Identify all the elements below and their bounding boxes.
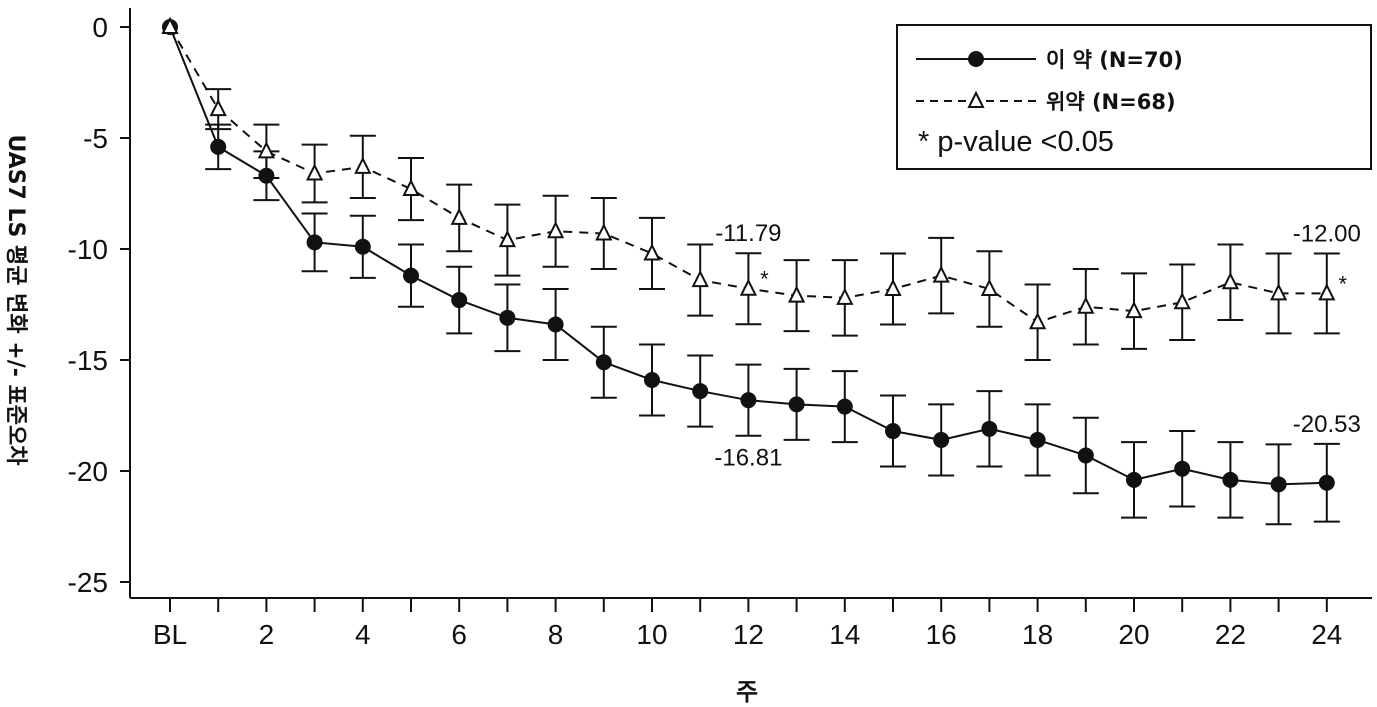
- data-point: [1028, 312, 1047, 330]
- data-point: [932, 265, 950, 283]
- data-point: [402, 178, 420, 197]
- data-point: [1174, 460, 1191, 477]
- data-label: -20.53: [1293, 411, 1361, 438]
- data-point: [836, 398, 853, 415]
- legend-label-drug: 이 약 (N=70): [1046, 48, 1183, 72]
- y-tick-label: -25: [68, 567, 108, 598]
- legend-marker-placebo: [916, 90, 1036, 108]
- significance-marker: *: [1339, 271, 1348, 296]
- data-point: [1173, 292, 1191, 310]
- legend-label-placebo: 위약 (N=68): [1046, 90, 1176, 114]
- data-point: [595, 354, 612, 371]
- x-tick-label: 14: [829, 619, 860, 650]
- data-point: [933, 431, 950, 448]
- data-point: [1222, 471, 1239, 488]
- data-point: [305, 163, 324, 181]
- data-point: [210, 138, 227, 155]
- data-point: [885, 423, 901, 440]
- data-point: [403, 267, 419, 284]
- y-tick-label: -15: [68, 345, 108, 376]
- x-tick-label: 10: [636, 619, 667, 650]
- data-point: [1125, 300, 1143, 319]
- x-tick-label: 2: [259, 619, 275, 650]
- data-point: [161, 16, 179, 34]
- data-point: [980, 278, 999, 296]
- significance-marker: *: [760, 267, 769, 292]
- y-tick-label: -20: [68, 456, 108, 487]
- data-point: [1269, 283, 1288, 301]
- data-point: [692, 383, 709, 400]
- data-point: [1270, 476, 1287, 493]
- data-point: [1318, 283, 1336, 301]
- data-point: [739, 278, 758, 296]
- legend-note: * p-value <0.05: [918, 126, 1114, 158]
- data-point: [354, 156, 372, 174]
- series-drug: [162, 19, 1340, 526]
- data-point: [1077, 296, 1095, 314]
- x-tick-label: 16: [926, 619, 957, 650]
- data-point: [884, 278, 902, 296]
- x-axis-label: 주: [735, 678, 759, 706]
- y-tick-label: 0: [92, 12, 108, 43]
- data-point: [644, 371, 660, 388]
- data-point: [498, 229, 517, 248]
- data-point: [1126, 471, 1142, 488]
- data-point: [1221, 272, 1240, 290]
- data-point: [981, 420, 998, 437]
- data-point: [1029, 431, 1046, 448]
- legend-item-drug: 이 약 (N=70): [916, 44, 1183, 74]
- x-tick-label: 24: [1311, 619, 1342, 650]
- data-point: [788, 396, 805, 413]
- data-point: [691, 269, 709, 288]
- series-layer: [161, 16, 1340, 526]
- series-placebo: [161, 16, 1340, 361]
- data-point: [209, 98, 227, 117]
- legend-marker-drug: [916, 51, 1036, 67]
- data-point: [595, 223, 613, 241]
- data-point: [1318, 474, 1335, 491]
- annotation-layer: -11.79 -16.81 -12.00 -20.53 * *: [714, 220, 1360, 471]
- data-point: [546, 221, 565, 239]
- data-label: -11.79: [715, 220, 781, 247]
- data-point: [354, 238, 371, 255]
- data-point: [740, 392, 757, 409]
- data-point: [450, 207, 468, 225]
- legend: 이 약 (N=70) 위약 (N=68) * p-value <0.05: [896, 24, 1372, 170]
- data-point: [1077, 447, 1094, 464]
- x-tick-label: 18: [1022, 619, 1053, 650]
- data-label: -12.00: [1293, 220, 1361, 247]
- data-point: [257, 141, 276, 159]
- x-tick-label: 22: [1215, 619, 1246, 650]
- y-tick-label: -5: [83, 123, 108, 154]
- data-point: [643, 243, 661, 261]
- x-tick-label: BL: [153, 619, 187, 650]
- x-tick-label: 6: [451, 619, 467, 650]
- x-tick-label: 8: [548, 619, 564, 650]
- data-point: [306, 234, 323, 251]
- data-point: [547, 316, 564, 333]
- data-point: [836, 287, 854, 305]
- legend-item-placebo: 위약 (N=68): [916, 86, 1176, 116]
- data-label: -16.81: [714, 445, 782, 472]
- data-point: [787, 285, 806, 303]
- y-tick-label: -10: [68, 234, 108, 265]
- x-tick-label: 12: [733, 619, 764, 650]
- data-point: [451, 292, 468, 309]
- y-axis-label: UAS7 LS 평균 변화 +/- 표준오차: [3, 134, 28, 466]
- data-point: [499, 309, 516, 326]
- x-tick-label: 4: [355, 619, 371, 650]
- x-tick-label: 20: [1118, 619, 1149, 650]
